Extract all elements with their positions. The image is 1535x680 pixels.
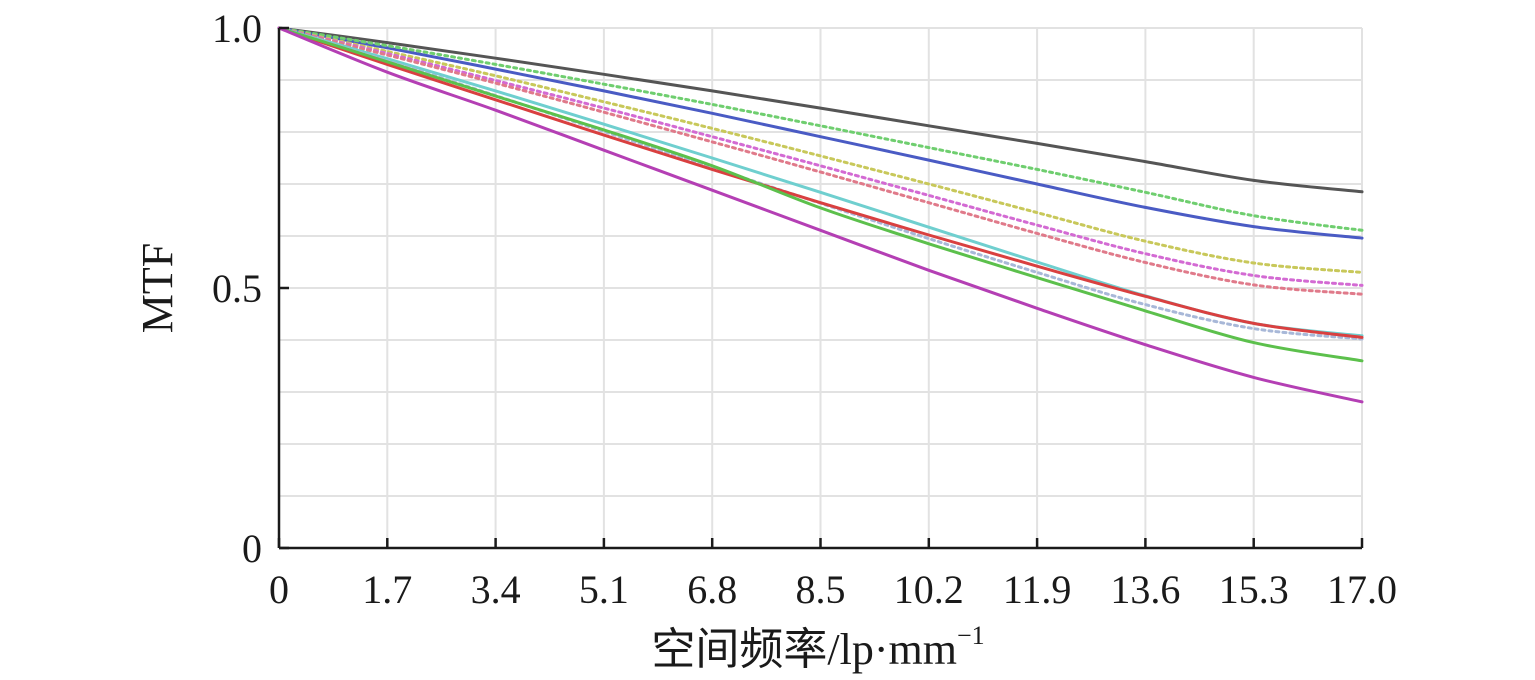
series-line-10 bbox=[277, 26, 1364, 363]
x-axis-label-exponent: −1 bbox=[957, 621, 985, 650]
x-tick-label: 3.4 bbox=[471, 567, 521, 612]
series-line-5 bbox=[277, 26, 1364, 287]
series-line-4 bbox=[277, 26, 1364, 274]
y-axis-label: MTF bbox=[133, 243, 182, 333]
series-lines bbox=[277, 26, 1364, 404]
series-line-1 bbox=[277, 26, 1364, 194]
x-tick-label: 6.8 bbox=[687, 567, 737, 612]
x-tick-label: 11.9 bbox=[1003, 567, 1072, 612]
y-axis-ticks: 0 0.5 1.0 bbox=[212, 6, 289, 571]
series-line-9 bbox=[277, 26, 1364, 339]
series-line-3 bbox=[277, 26, 1364, 232]
x-tick-label: 15.3 bbox=[1219, 567, 1289, 612]
x-axis-label-main: 空间频率/lp·mm bbox=[651, 625, 957, 674]
x-tick-label: 0 bbox=[269, 567, 289, 612]
y-tick-label: 0.5 bbox=[212, 266, 262, 311]
x-tick-label: 10.2 bbox=[894, 567, 964, 612]
x-axis-ticks: 0 1.7 3.4 5.1 6.8 8.5 10.2 11.9 13.6 15.3 17.0 bbox=[269, 538, 1397, 612]
x-tick-label: 1.7 bbox=[362, 567, 412, 612]
grid bbox=[279, 27, 1363, 548]
x-axis-label: 空间频率/lp·mm−1 bbox=[651, 621, 984, 674]
y-tick-label: 0 bbox=[242, 526, 262, 571]
x-tick-label: 13.6 bbox=[1110, 567, 1180, 612]
y-tick-label: 1.0 bbox=[212, 6, 262, 51]
x-tick-label: 5.1 bbox=[579, 567, 629, 612]
series-line-11 bbox=[277, 26, 1364, 404]
series-line-2 bbox=[277, 26, 1364, 240]
x-tick-label: 17.0 bbox=[1327, 567, 1397, 612]
x-tick-label: 8.5 bbox=[796, 567, 846, 612]
series-line-6 bbox=[277, 26, 1364, 296]
